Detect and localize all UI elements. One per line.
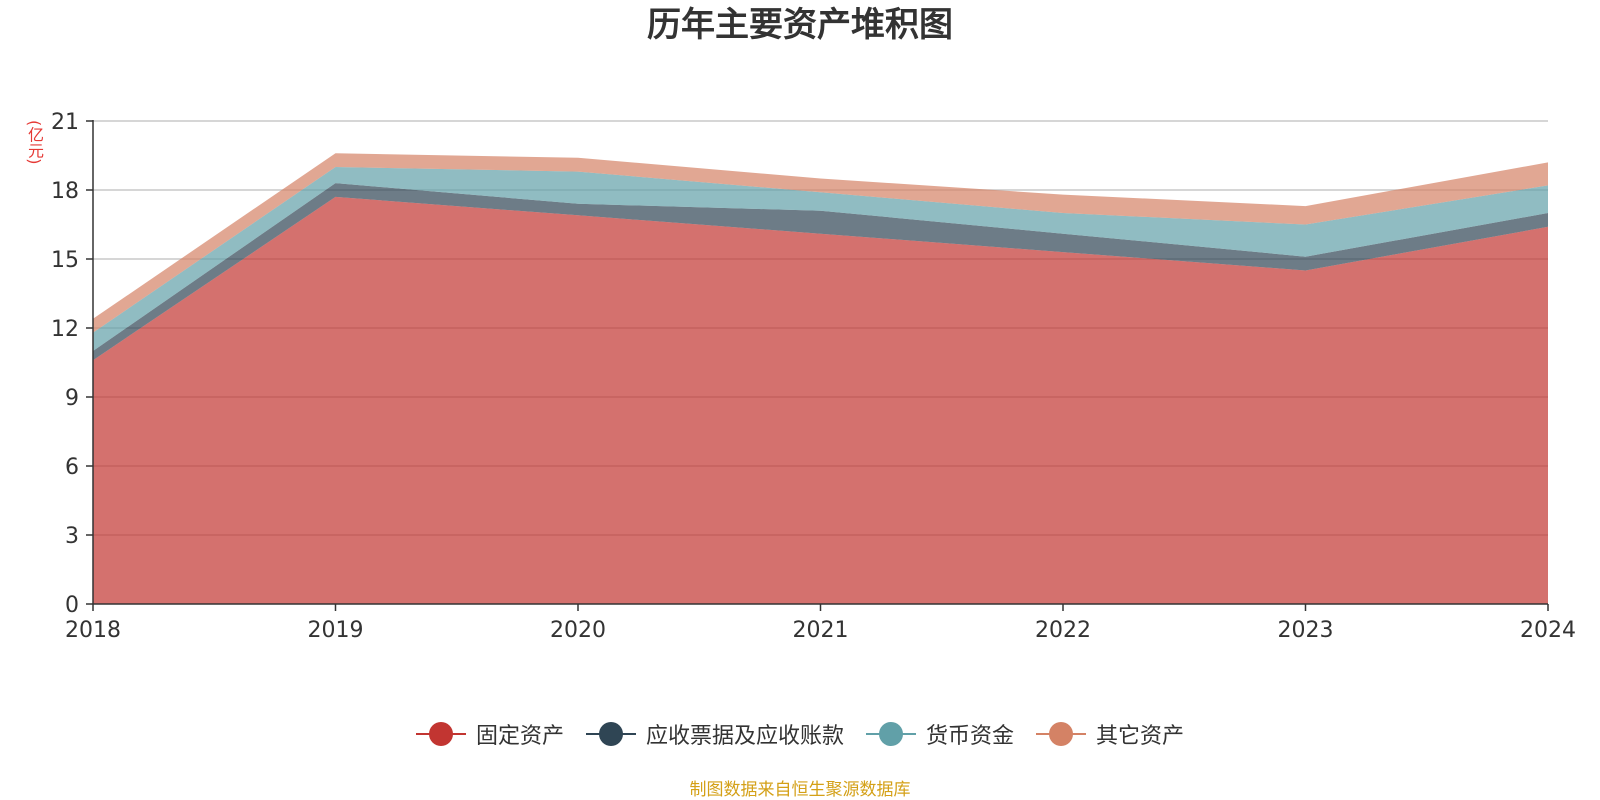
legend-label: 货币资金 — [926, 724, 1015, 749]
y-tick-label-3: 3 — [65, 524, 79, 549]
y-tick-label-15: 15 — [51, 248, 79, 273]
legend-dot — [598, 722, 623, 746]
y-tick-label-18: 18 — [51, 179, 79, 204]
y-tick-label-12: 12 — [51, 317, 79, 342]
legend-label: 应收票据及应收账款 — [645, 724, 844, 749]
legend-item-0[interactable]: 固定资产 — [415, 718, 564, 750]
chart-title: 历年主要资产堆积图 — [647, 5, 953, 45]
legend-item-3[interactable]: 其它资产 — [1036, 718, 1184, 750]
area-series-3 — [93, 153, 1548, 333]
area-series-2 — [93, 167, 1548, 351]
legend-item-1[interactable]: 应收票据及应收账款 — [585, 718, 844, 750]
legend-dot — [1049, 722, 1074, 746]
legend-dot — [428, 722, 453, 746]
legend-marker-icon — [585, 722, 636, 746]
legend-label: 固定资产 — [475, 724, 564, 749]
x-tick-label-2022: 2022 — [1035, 618, 1091, 643]
y-axis-unit-label: (亿元) — [25, 120, 44, 165]
source-note: 制图数据来自恒生聚源数据库 — [689, 780, 911, 800]
legend-label: 其它资产 — [1096, 724, 1185, 749]
x-tick-label-2020: 2020 — [550, 618, 606, 643]
legend-marker-icon — [1036, 722, 1087, 746]
chart-legend: 固定资产 应收票据及应收账款 货币资金 其它资产 — [0, 718, 1600, 750]
legend-marker-icon — [415, 722, 466, 746]
y-tick-label-21: 21 — [51, 110, 79, 135]
y-tick-label-0: 0 — [65, 593, 79, 618]
legend-item-2[interactable]: 货币资金 — [866, 718, 1014, 750]
area-series-1 — [93, 183, 1548, 361]
y-tick-label-6: 6 — [65, 455, 79, 480]
y-tick-label-9: 9 — [65, 386, 79, 411]
x-tick-label-2019: 2019 — [308, 618, 364, 643]
x-tick-label-2024: 2024 — [1520, 618, 1576, 643]
x-tick-label-2021: 2021 — [793, 618, 849, 643]
area-series-0 — [93, 196, 1548, 604]
legend-marker-icon — [866, 722, 916, 746]
x-tick-label-2023: 2023 — [1278, 618, 1334, 643]
x-tick-label-2018: 2018 — [65, 618, 121, 643]
legend-dot — [879, 722, 903, 746]
